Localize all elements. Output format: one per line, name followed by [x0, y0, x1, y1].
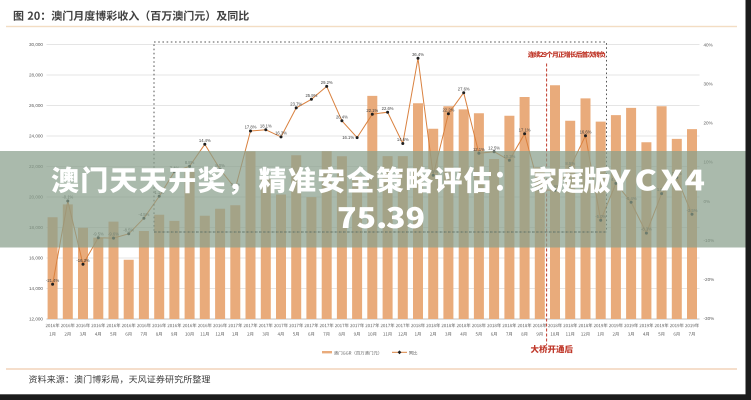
- svg-text:29.2%: 29.2%: [321, 80, 333, 85]
- svg-text:12.1%: 12.1%: [473, 147, 485, 152]
- svg-text:16.1%: 16.1%: [342, 135, 354, 140]
- svg-text:27.6%: 27.6%: [458, 86, 470, 91]
- svg-text:20%: 20%: [704, 121, 713, 126]
- svg-text:12.5%: 12.5%: [488, 145, 500, 150]
- svg-text:-30%: -30%: [704, 316, 715, 321]
- svg-text:40%: 40%: [704, 42, 713, 47]
- svg-text:12,000: 12,000: [29, 317, 43, 322]
- svg-text:14,000: 14,000: [29, 286, 43, 291]
- svg-text:17.1%: 17.1%: [519, 127, 531, 132]
- svg-text:-20%: -20%: [704, 277, 715, 282]
- svg-text:28,000: 28,000: [29, 73, 43, 78]
- svg-text:16.6%: 16.6%: [580, 129, 592, 134]
- svg-text:22.1%: 22.1%: [366, 108, 378, 113]
- svg-text:23.7%: 23.7%: [290, 102, 302, 107]
- svg-text:17.8%: 17.8%: [245, 125, 257, 130]
- svg-text:-21.4%: -21.4%: [46, 278, 60, 283]
- svg-text:14.6%: 14.6%: [397, 137, 409, 142]
- svg-text:-16.3%: -16.3%: [76, 258, 90, 263]
- svg-text:30%: 30%: [704, 82, 713, 87]
- svg-text:18.1%: 18.1%: [260, 123, 272, 128]
- svg-text:22.6%: 22.6%: [382, 106, 394, 111]
- svg-text:14.4%: 14.4%: [199, 138, 211, 143]
- svg-text:16.3%: 16.3%: [275, 131, 287, 136]
- svg-text:25.9%: 25.9%: [305, 93, 317, 98]
- svg-text:22.2%: 22.2%: [442, 107, 454, 112]
- svg-text:20.4%: 20.4%: [336, 114, 348, 119]
- svg-text:24,000: 24,000: [29, 134, 43, 139]
- svg-text:30,000: 30,000: [29, 42, 43, 47]
- svg-text:26,000: 26,000: [29, 103, 43, 108]
- svg-text:16,000: 16,000: [29, 256, 43, 261]
- svg-text:36.4%: 36.4%: [412, 52, 424, 57]
